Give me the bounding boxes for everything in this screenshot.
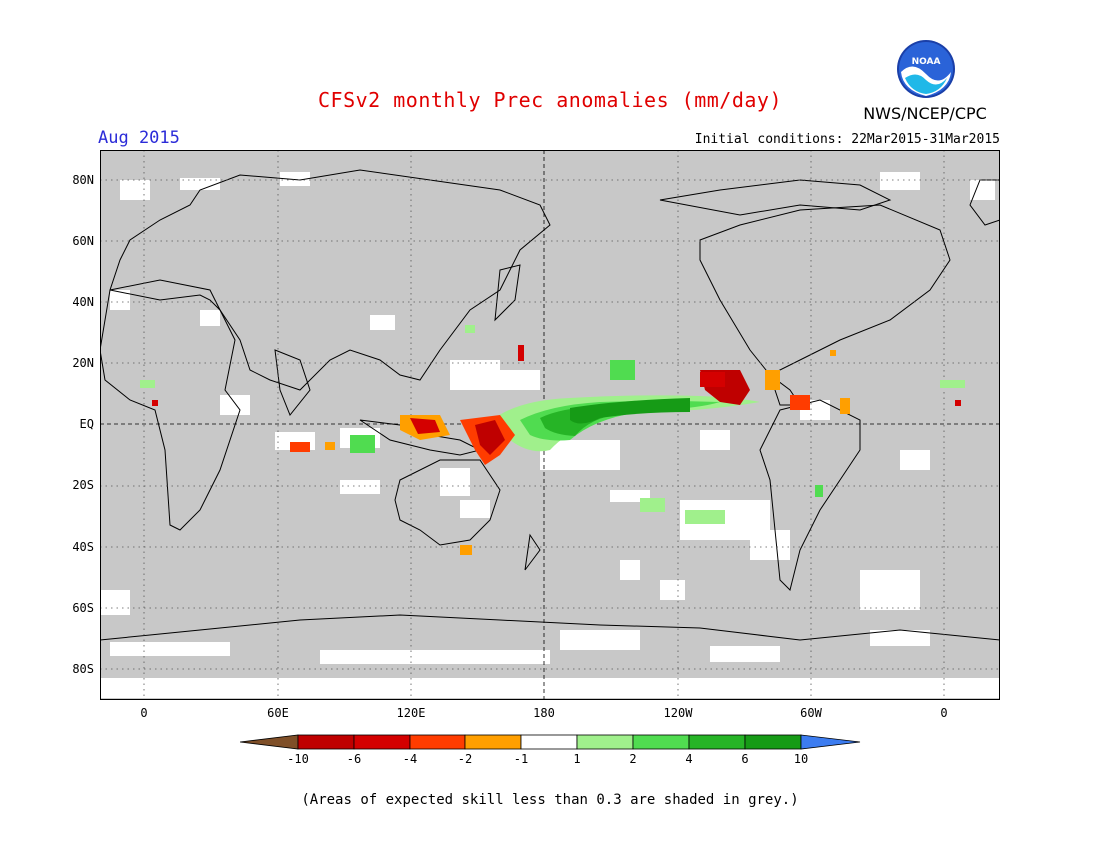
negative-anomalies [152, 345, 961, 555]
lat-label-80s: 80S [72, 662, 94, 676]
lat-label-40n: 40N [72, 295, 94, 309]
lon-label-120w: 120W [663, 706, 693, 720]
legend-bin-above-10 [800, 734, 861, 750]
legend-bin-6-10 [744, 734, 802, 750]
forecast-month: Aug 2015 [98, 128, 180, 148]
legend-bin-1-2 [576, 734, 634, 750]
legend-bin-minus1-1 [520, 734, 578, 750]
logo-text: NOAA [912, 57, 941, 67]
legend-label-minus4: -4 [402, 752, 418, 766]
lon-label-0-west: 0 [140, 706, 148, 720]
lon-label-0-east: 0 [940, 706, 948, 720]
skill-note: (Areas of expected skill less than 0.3 a… [301, 792, 799, 808]
legend-label-1: 1 [573, 752, 581, 766]
lon-label-60e: 60E [267, 706, 289, 720]
lat-label-eq: EQ [79, 417, 94, 431]
legend-bin-minus4-minus2 [409, 734, 466, 750]
legend-label-2: 2 [629, 752, 637, 766]
legend-bin-4-6 [688, 734, 746, 750]
precip-anomaly-map [100, 150, 1000, 700]
initial-conditions: Initial conditions: 22Mar2015-31Mar2015 [694, 132, 1000, 147]
lat-label-20s: 20S [72, 478, 94, 492]
positive-anomalies [140, 325, 965, 524]
legend-label-minus2: -2 [457, 752, 473, 766]
lon-label-180: 180 [533, 706, 555, 720]
legend-label-10: 10 [793, 752, 809, 766]
legend-bin-below-minus10 [240, 734, 299, 750]
legend-label-4: 4 [685, 752, 693, 766]
legend-bin-minus6-minus4 [353, 734, 411, 750]
legend-bin-minus10-minus6 [297, 734, 355, 750]
noaa-logo: NOAA [897, 40, 955, 98]
lat-label-60n: 60N [72, 234, 94, 248]
legend-bin-2-4 [632, 734, 690, 750]
legend-label-minus1: -1 [513, 752, 529, 766]
lon-label-60w: 60W [800, 706, 822, 720]
lat-label-20n: 20N [72, 356, 94, 370]
agency-label: NWS/NCEP/CPC [863, 104, 987, 123]
lat-label-80n: 80N [72, 173, 94, 187]
legend-label-minus6: -6 [346, 752, 362, 766]
legend-label-6: 6 [741, 752, 749, 766]
color-legend [240, 734, 861, 750]
chart-title: CFSv2 monthly Prec anomalies (mm/day) [317, 88, 783, 112]
legend-bin-minus2-minus1 [464, 734, 522, 750]
lat-label-40s: 40S [72, 540, 94, 554]
lon-label-120e: 120E [396, 706, 426, 720]
lat-label-60s: 60S [72, 601, 94, 615]
legend-label-minus10: -10 [287, 752, 309, 766]
